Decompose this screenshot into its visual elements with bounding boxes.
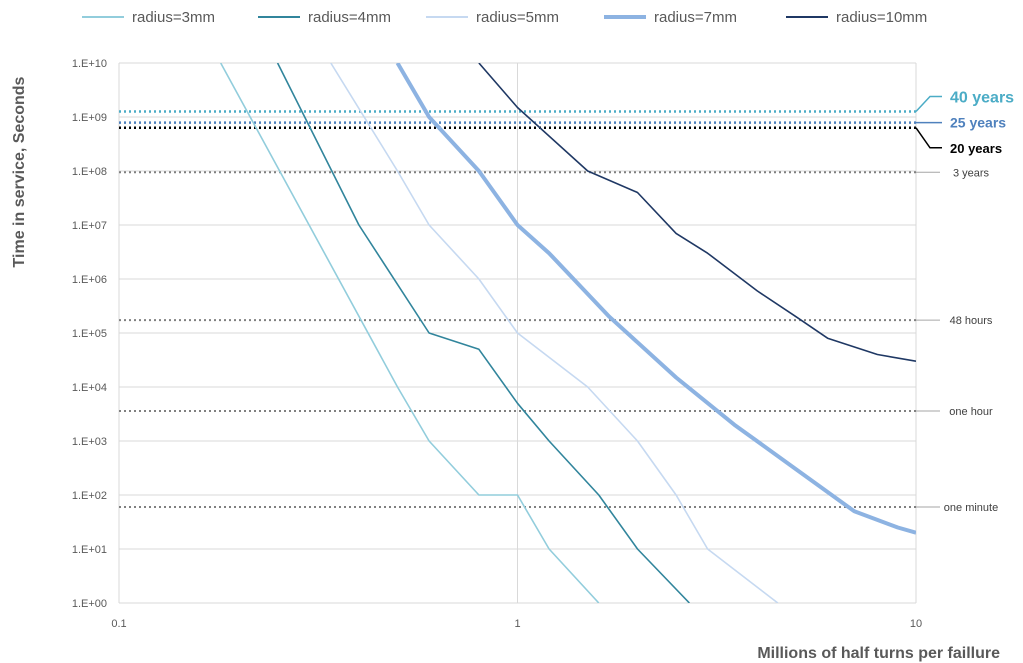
series-line-radius-7mm [395,63,916,535]
legend-entry: radius=5mm [426,9,559,26]
reference-label: one minute [944,502,998,514]
y-tick-label: 1.E+02 [72,490,107,502]
series-line-radius-4mm [276,63,690,603]
y-tick-label: 1.E+01 [72,544,107,556]
series-line-radius-3mm [219,63,600,603]
x-tick-label: 10 [910,618,922,630]
legend-entry: radius=4mm [258,9,391,26]
reference-lines: 40 years 25 years 20 years 3 years 48 hours o… [119,90,1014,514]
y-tick-label: 1.E+00 [72,598,107,610]
legend-label: radius=4mm [308,9,391,26]
legend-entry: radius=3mm [82,9,215,26]
y-tick-label: 1.E+04 [72,382,107,394]
series-line-radius-10mm [478,63,916,362]
x-tick-label: 0.1 [111,618,126,630]
reference-label: 3 years [953,167,990,179]
legend-entry: radius=10mm [786,9,927,26]
legend: radius=3mm radius=4mm radius=5mm radius=7mm… [82,9,927,26]
legend-label: radius=5mm [476,9,559,26]
x-axis-ticks: 0.1 1 10 [111,618,922,630]
reference-label: 40 years [950,90,1014,107]
reference-label: 25 years [950,115,1006,131]
y-tick-label: 1.E+07 [72,220,107,232]
reference-label: 20 years [950,141,1002,156]
y-tick-label: 1.E+09 [72,112,107,124]
y-tick-label: 1.E+03 [72,436,107,448]
x-tick-label: 1 [514,618,520,630]
reference-connector [915,127,942,149]
x-axis-title: Millions of half turns per faillure [757,645,1000,662]
series-lines [219,63,916,603]
y-axis-title: Time in service, Seconds [11,76,28,267]
series-line-radius-5mm [330,63,779,603]
y-tick-label: 1.E+06 [72,274,107,286]
legend-label: radius=7mm [654,9,737,26]
y-axis-ticks: 1.E+00 1.E+01 1.E+02 1.E+03 1.E+04 1.E+05 1.E+… [72,58,107,610]
y-tick-label: 1.E+08 [72,166,107,178]
reference-connector [915,95,942,113]
y-tick-label: 1.E+05 [72,328,107,340]
legend-label: radius=3mm [132,9,215,26]
legend-entry: radius=7mm [604,9,737,26]
reference-label: 48 hours [950,315,993,327]
legend-label: radius=10mm [836,9,927,26]
y-tick-label: 1.E+10 [72,58,107,70]
reference-label: one hour [949,406,993,418]
